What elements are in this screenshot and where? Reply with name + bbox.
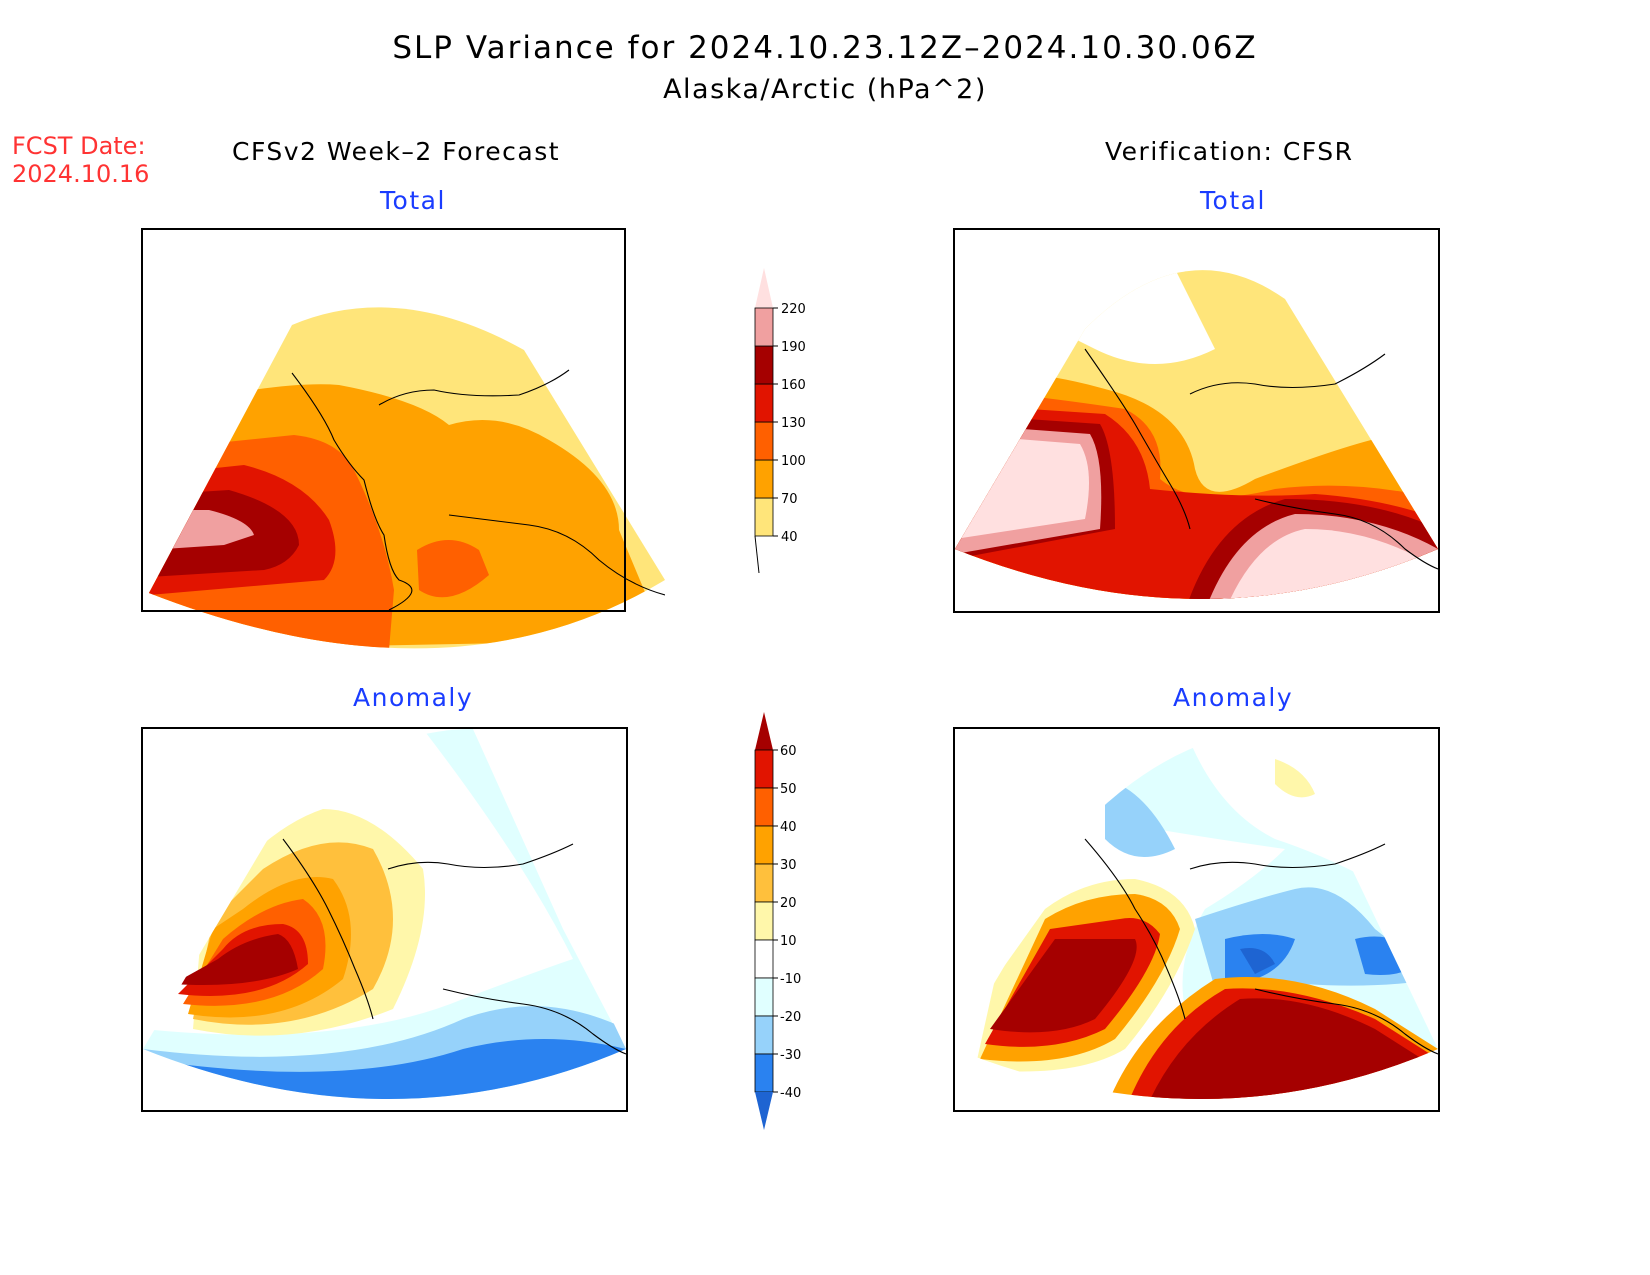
colorbar-tick-label: 20: [780, 896, 797, 911]
colorbar-swatch: [754, 825, 774, 865]
colorbar-swatch: [754, 901, 774, 941]
colorbar-extend-max: [755, 712, 773, 750]
colorbar-tick-label: 40: [781, 530, 798, 545]
map-panel-verification-anomaly: [955, 729, 1438, 1099]
colorbar-swatch: [754, 863, 774, 903]
colorbar-tick-label: -40: [780, 1086, 801, 1101]
chart-title: SLP Variance for 2024.10.23.12Z–2024.10.…: [392, 30, 1258, 66]
forecast-column-header: CFSv2 Week–2 Forecast: [232, 137, 561, 166]
panel-label-verification-total: Total: [1200, 186, 1266, 215]
colorbar-swatch: [754, 939, 774, 979]
colorbar-extend-max: [755, 268, 773, 308]
colorbar-tick-label: 130: [781, 416, 806, 431]
colorbar-tick-label: 50: [780, 782, 797, 797]
colorbar-extend-min: [755, 1092, 773, 1130]
colorbar-swatch: [754, 1053, 774, 1093]
panel-label-forecast-anomaly: Anomaly: [353, 683, 474, 712]
colorbar-swatch: [754, 749, 774, 789]
colorbar-swatch: [754, 459, 774, 499]
panel-frame-verification-anomaly: [953, 727, 1440, 1112]
colorbar-swatch: [754, 497, 774, 537]
contour-100-130: [417, 540, 489, 598]
colorbar-swatch: [754, 977, 774, 1017]
colorbar-swatch: [754, 421, 774, 461]
colorbar-tick-label: -10: [780, 972, 801, 987]
coastline: [1084, 348, 1438, 570]
colorbar-tick-label: 60: [780, 744, 797, 759]
colorbar-tick-label: -20: [780, 1010, 801, 1025]
colorbar-tick-label: -30: [780, 1048, 801, 1063]
fcst-date-value: 2024.10.16: [12, 160, 150, 188]
colorbar-tick-label: 190: [781, 340, 806, 355]
colorbar-anomaly: 60 50 40 30 20 10 -10 -20 -30 -40: [754, 712, 801, 1130]
colorbar-swatch: [754, 307, 774, 347]
coastline: [1084, 838, 1438, 1055]
verification-column-header: Verification: CFSR: [1105, 137, 1354, 166]
panel-frame-verification-total: [953, 228, 1440, 613]
colorbar-extend-min: [754, 535, 760, 574]
colorbar-tick-label: 40: [780, 820, 797, 835]
colorbar-tick-label: 70: [781, 492, 798, 507]
chart-subtitle: Alaska/Arctic (hPa^2): [663, 74, 987, 105]
panel-label-forecast-total: Total: [380, 186, 446, 215]
colorbar-swatch: [754, 1015, 774, 1055]
fcst-date-label: FCST Date:: [12, 132, 146, 160]
panel-frame-forecast-anomaly: [141, 727, 628, 1112]
coastline: [282, 838, 626, 1055]
colorbar-tick-label: 10: [780, 934, 797, 949]
colorbar-total: 40 70 100 130 160 190 220: [754, 268, 806, 574]
coastline: [291, 369, 665, 611]
colorbar-tick-label: 30: [780, 858, 797, 873]
panel-frame-forecast-total: [141, 228, 626, 612]
map-panel-verification-total: [955, 270, 1438, 599]
colorbar-swatch: [754, 787, 774, 827]
colorbar-tick-label: 220: [781, 302, 806, 317]
colorbar-tick-label: 100: [781, 454, 806, 469]
map-panel-forecast-total: [149, 240, 665, 650]
colorbar-swatch: [754, 345, 774, 385]
map-panel-forecast-anomaly: [143, 729, 626, 1099]
colorbar-tick-label: 160: [781, 378, 806, 393]
colorbar-swatch: [754, 383, 774, 423]
panel-label-verification-anomaly: Anomaly: [1173, 683, 1294, 712]
